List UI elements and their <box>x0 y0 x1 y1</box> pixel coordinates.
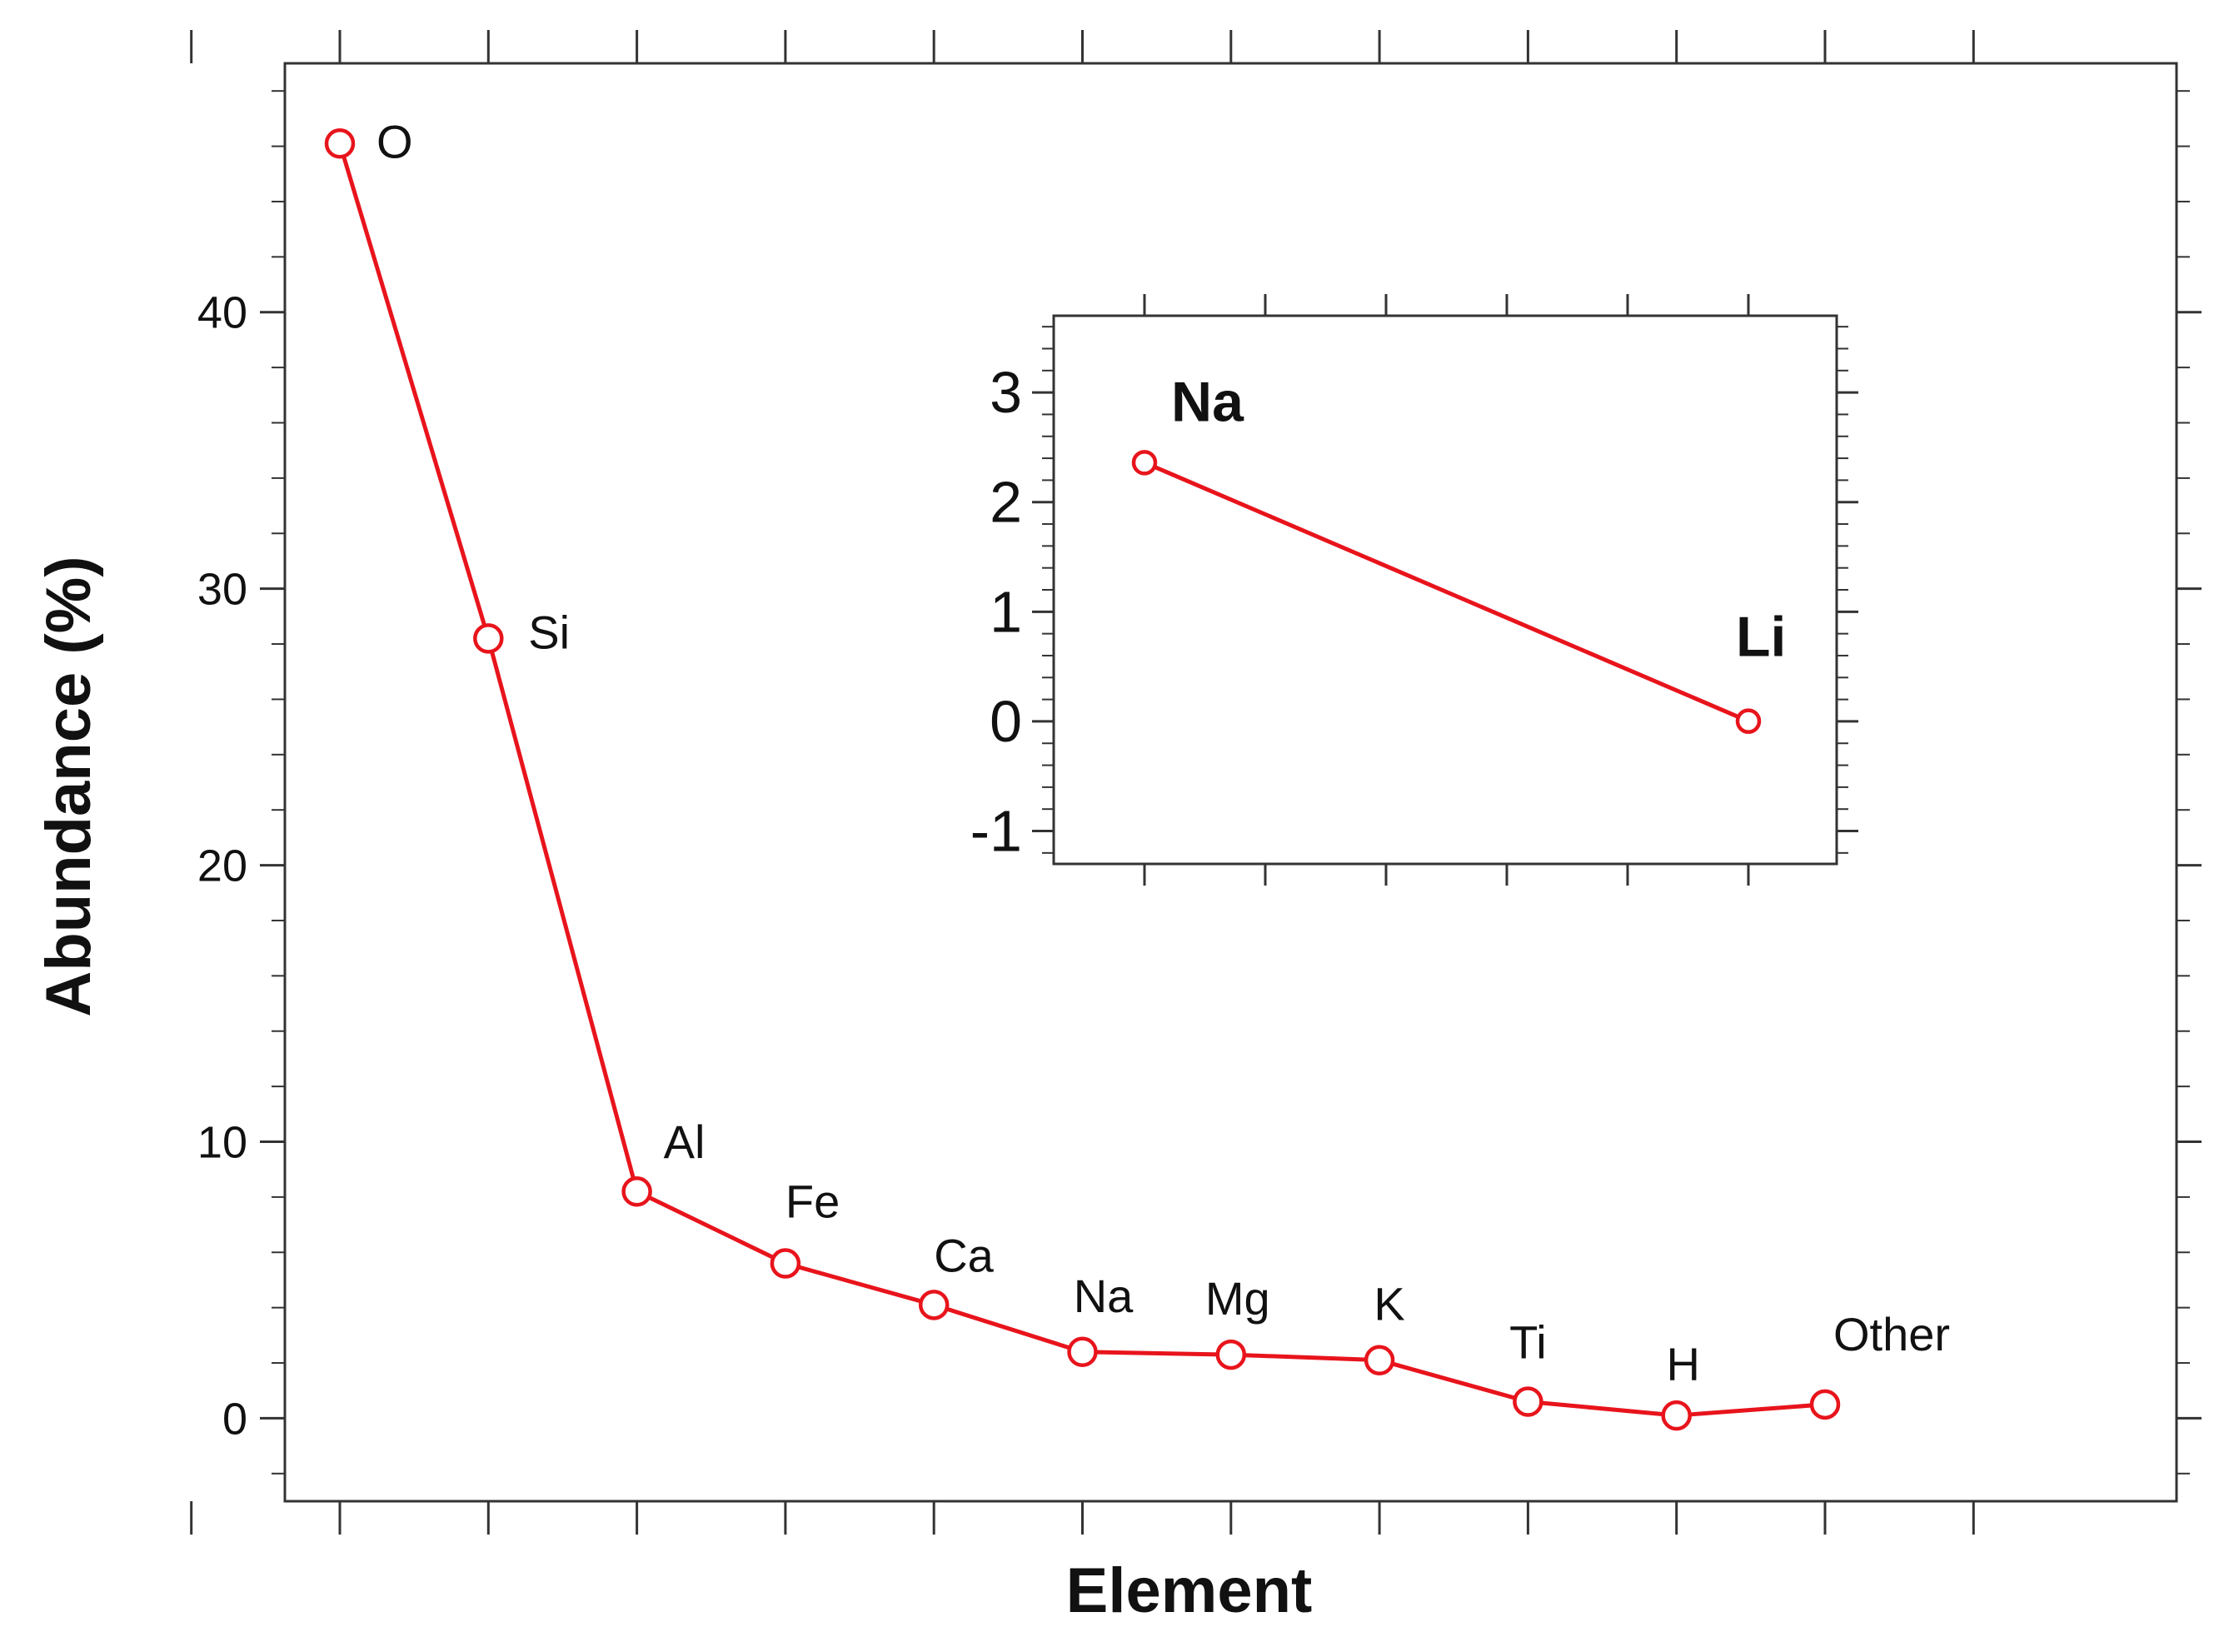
data-point-k <box>1364 1345 1395 1375</box>
y-tick-label: 10 <box>197 1118 247 1168</box>
data-point-o <box>324 128 356 159</box>
point-label-na: Na <box>1074 1270 1134 1322</box>
y-tick-label: 40 <box>197 288 247 338</box>
point-label-k: K <box>1374 1278 1404 1330</box>
inset-point-label-li: Li <box>1736 606 1786 669</box>
point-label-h: H <box>1666 1338 1699 1390</box>
point-label-al: Al <box>664 1115 706 1168</box>
inset-plot: -1 0 1 2 3 Na Li <box>970 294 1858 886</box>
point-label-ca: Ca <box>934 1229 994 1281</box>
inset-y-tick-label: 2 <box>990 470 1022 535</box>
inset-y-tick-label: -1 <box>970 799 1022 864</box>
inset-y-tick-label: 3 <box>990 360 1022 425</box>
data-point-al <box>621 1175 652 1207</box>
inset-series-line <box>1144 461 1749 723</box>
data-point-si <box>473 623 504 654</box>
data-point-ti <box>1513 1386 1543 1417</box>
data-point-fe <box>770 1248 801 1279</box>
inset-point-label-na: Na <box>1171 370 1244 433</box>
y-axis-title: Abundance (%) <box>33 556 104 1016</box>
y-tick-label: 20 <box>197 841 247 891</box>
point-label-o: O <box>376 115 413 167</box>
data-point-ca <box>918 1290 950 1320</box>
inset-data-point-li <box>1735 708 1762 734</box>
data-point-h <box>1661 1400 1692 1431</box>
series-line <box>337 142 1826 1418</box>
inset-y-tick-label: 1 <box>990 579 1022 644</box>
inset-data-point-na <box>1131 450 1158 476</box>
point-label-ti: Ti <box>1509 1316 1547 1369</box>
point-label-fe: Fe <box>785 1175 840 1228</box>
inset-y-tick-label: 0 <box>990 689 1022 754</box>
y-tick-label: 30 <box>197 565 247 615</box>
data-point-na <box>1067 1336 1098 1368</box>
data-point-mg <box>1215 1339 1247 1370</box>
point-label-other: Other <box>1833 1308 1950 1360</box>
y-tick-label: 0 <box>222 1394 247 1444</box>
data-point-other <box>1809 1389 1841 1420</box>
point-label-si: Si <box>528 606 570 658</box>
x-axis-title: Element <box>1066 1555 1313 1626</box>
point-label-mg: Mg <box>1205 1272 1270 1325</box>
